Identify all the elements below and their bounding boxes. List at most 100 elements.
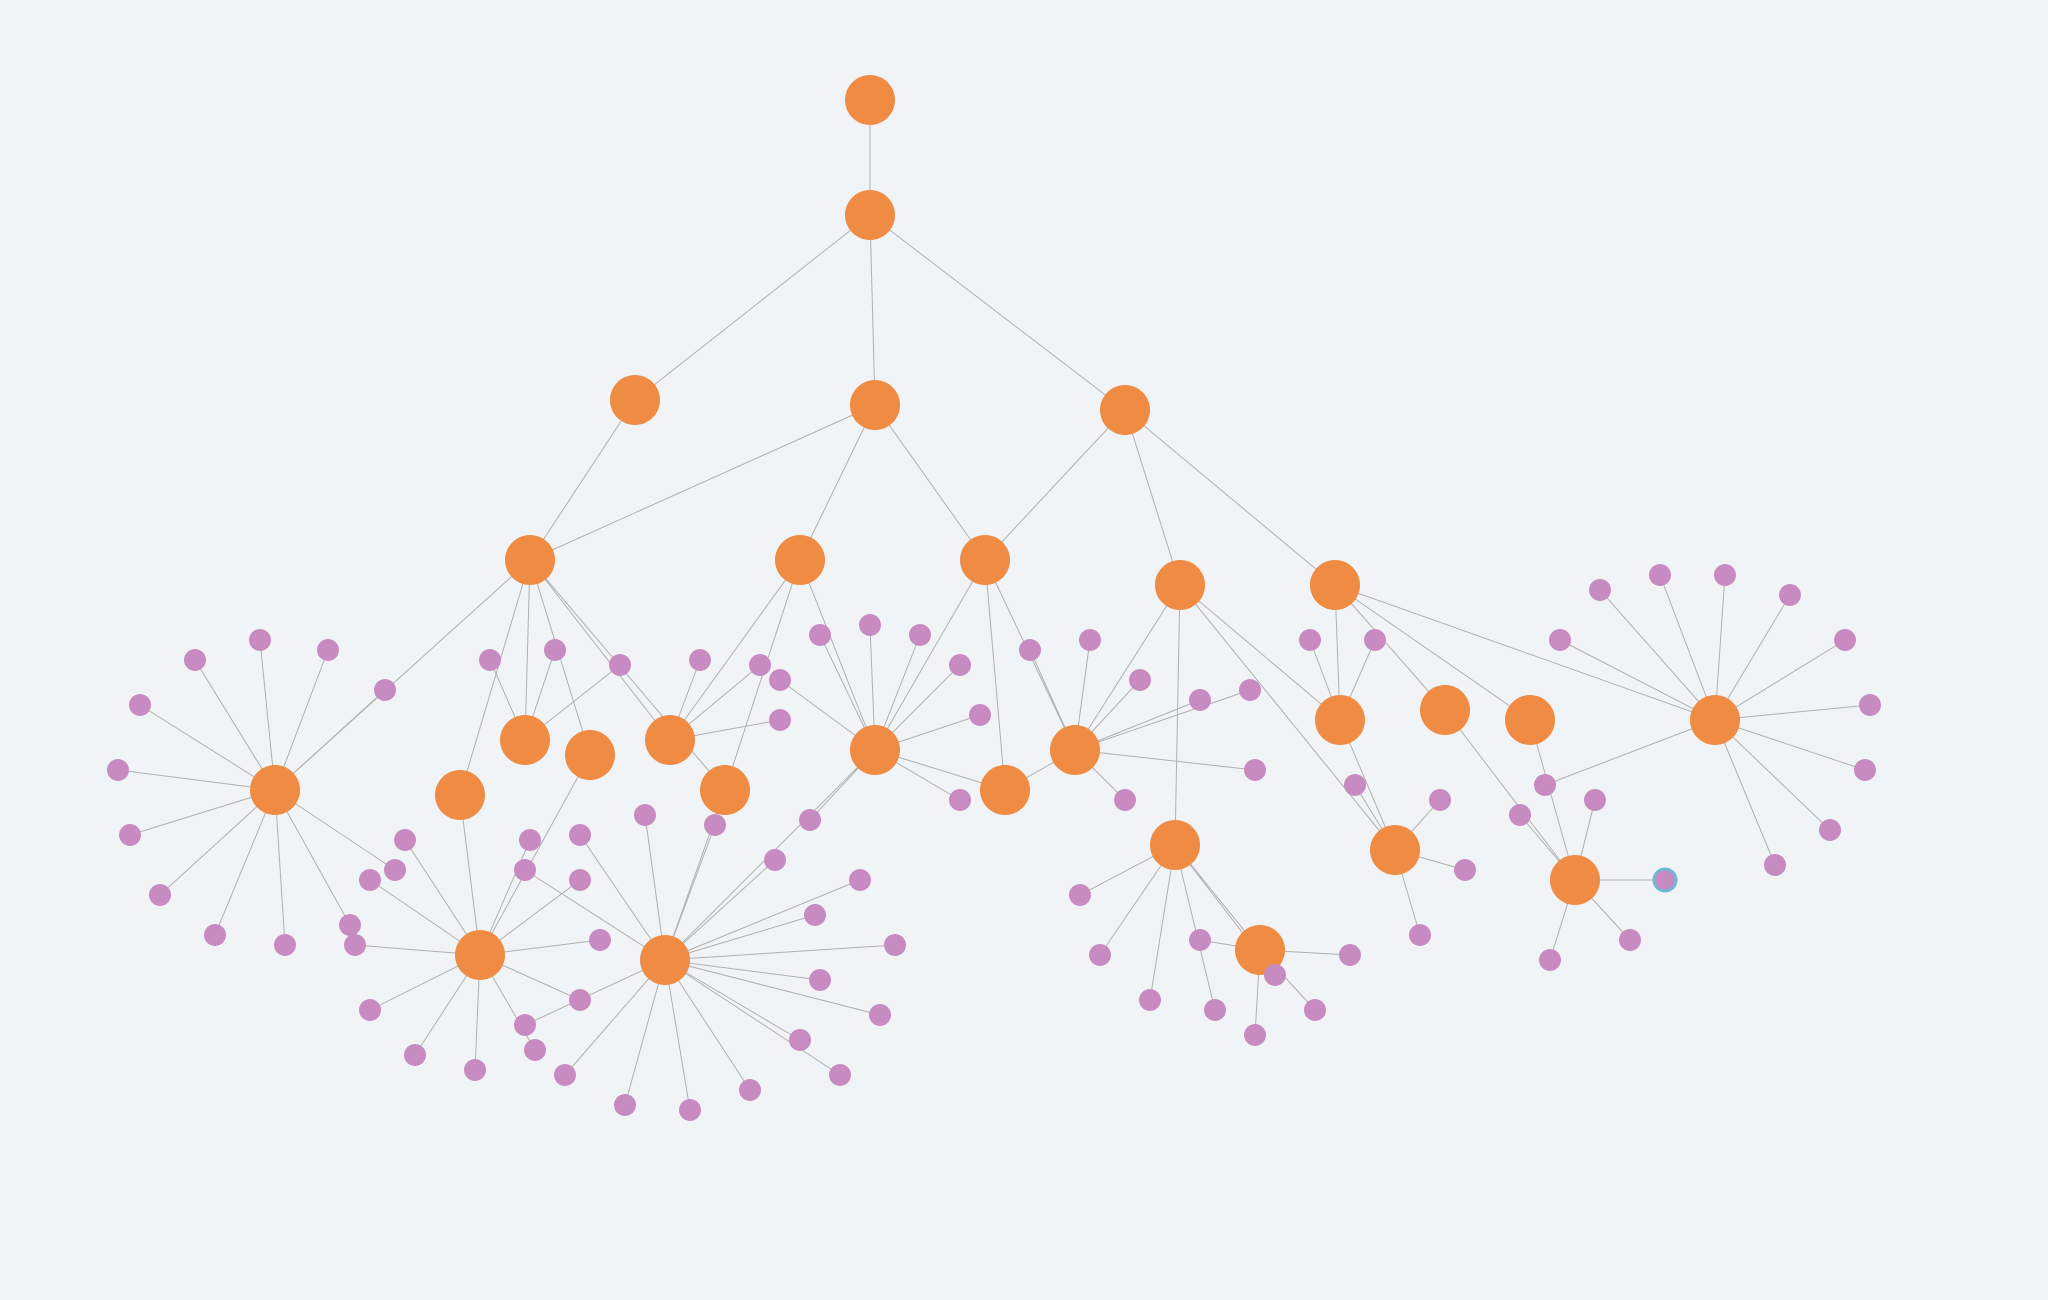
leaf-node[interactable]	[969, 704, 991, 726]
hub-node[interactable]	[455, 930, 505, 980]
leaf-node[interactable]	[1114, 789, 1136, 811]
leaf-node[interactable]	[514, 859, 536, 881]
leaf-node[interactable]	[909, 624, 931, 646]
hub-node[interactable]	[610, 375, 660, 425]
leaf-node[interactable]	[1584, 789, 1606, 811]
hub-node[interactable]	[1310, 560, 1360, 610]
leaf-node[interactable]	[339, 914, 361, 936]
leaf-node[interactable]	[1244, 759, 1266, 781]
leaf-node[interactable]	[739, 1079, 761, 1101]
hub-node[interactable]	[850, 380, 900, 430]
leaf-node[interactable]	[749, 654, 771, 676]
leaf-node[interactable]	[1509, 804, 1531, 826]
hub-node[interactable]	[775, 535, 825, 585]
leaf-node[interactable]	[1619, 929, 1641, 951]
leaf-node[interactable]	[344, 934, 366, 956]
leaf-node[interactable]	[544, 639, 566, 661]
leaf-node[interactable]	[1239, 679, 1261, 701]
leaf-node[interactable]	[1089, 944, 1111, 966]
leaf-node[interactable]	[1649, 564, 1671, 586]
leaf-node[interactable]	[614, 1094, 636, 1116]
leaf-node[interactable]	[704, 814, 726, 836]
leaf-node[interactable]	[359, 869, 381, 891]
leaf-node[interactable]	[569, 989, 591, 1011]
leaf-node[interactable]	[764, 849, 786, 871]
leaf-node[interactable]	[514, 1014, 536, 1036]
leaf-node[interactable]	[884, 934, 906, 956]
leaf-node[interactable]	[809, 624, 831, 646]
leaf-node[interactable]	[769, 709, 791, 731]
leaf-node[interactable]	[1779, 584, 1801, 606]
leaf-node[interactable]	[1069, 884, 1091, 906]
hub-node[interactable]	[1505, 695, 1555, 745]
leaf-node[interactable]	[1819, 819, 1841, 841]
leaf-node[interactable]	[1534, 774, 1556, 796]
leaf-node[interactable]	[119, 824, 141, 846]
leaf-node[interactable]	[1019, 639, 1041, 661]
leaf-node[interactable]	[634, 804, 656, 826]
hub-node[interactable]	[845, 75, 895, 125]
leaf-node[interactable]	[374, 679, 396, 701]
leaf-node[interactable]	[859, 614, 881, 636]
leaf-node[interactable]	[1764, 854, 1786, 876]
leaf-node[interactable]	[589, 929, 611, 951]
hub-node[interactable]	[980, 765, 1030, 815]
leaf-node[interactable]	[129, 694, 151, 716]
hub-node[interactable]	[1100, 385, 1150, 435]
leaf-node[interactable]	[569, 824, 591, 846]
leaf-node[interactable]	[1454, 859, 1476, 881]
leaf-node[interactable]	[404, 1044, 426, 1066]
leaf-node[interactable]	[1859, 694, 1881, 716]
leaf-node[interactable]	[1409, 924, 1431, 946]
leaf-node[interactable]	[384, 859, 406, 881]
leaf-node[interactable]	[1189, 689, 1211, 711]
leaf-node[interactable]	[949, 789, 971, 811]
hub-node[interactable]	[640, 935, 690, 985]
hub-node[interactable]	[960, 535, 1010, 585]
leaf-node[interactable]	[1139, 989, 1161, 1011]
leaf-node[interactable]	[949, 654, 971, 676]
leaf-node[interactable]	[1204, 999, 1226, 1021]
leaf-node[interactable]	[679, 1099, 701, 1121]
leaf-node[interactable]	[149, 884, 171, 906]
leaf-node[interactable]	[609, 654, 631, 676]
leaf-node[interactable]	[849, 869, 871, 891]
leaf-node[interactable]	[317, 639, 339, 661]
leaf-node[interactable]	[869, 1004, 891, 1026]
leaf-node[interactable]	[359, 999, 381, 1021]
leaf-node[interactable]	[1344, 774, 1366, 796]
leaf-node[interactable]	[1854, 759, 1876, 781]
hub-node[interactable]	[1550, 855, 1600, 905]
hub-node[interactable]	[1690, 695, 1740, 745]
leaf-node[interactable]	[107, 759, 129, 781]
hub-node[interactable]	[1155, 560, 1205, 610]
leaf-node[interactable]	[799, 809, 821, 831]
leaf-node[interactable]	[1339, 944, 1361, 966]
leaf-node[interactable]	[1364, 629, 1386, 651]
leaf-node[interactable]	[274, 934, 296, 956]
hub-node[interactable]	[1150, 820, 1200, 870]
leaf-node[interactable]	[1304, 999, 1326, 1021]
hub-node[interactable]	[845, 190, 895, 240]
leaf-node[interactable]	[249, 629, 271, 651]
hub-node[interactable]	[250, 765, 300, 815]
leaf-node[interactable]	[1714, 564, 1736, 586]
hub-node[interactable]	[700, 765, 750, 815]
leaf-node[interactable]	[1654, 869, 1676, 891]
leaf-node[interactable]	[1299, 629, 1321, 651]
leaf-node[interactable]	[1129, 669, 1151, 691]
hub-node[interactable]	[565, 730, 615, 780]
hub-node[interactable]	[850, 725, 900, 775]
leaf-node[interactable]	[569, 869, 591, 891]
leaf-node[interactable]	[184, 649, 206, 671]
hub-node[interactable]	[645, 715, 695, 765]
leaf-node[interactable]	[1079, 629, 1101, 651]
hub-node[interactable]	[1315, 695, 1365, 745]
hub-node[interactable]	[1050, 725, 1100, 775]
leaf-node[interactable]	[464, 1059, 486, 1081]
leaf-node[interactable]	[524, 1039, 546, 1061]
hub-node[interactable]	[500, 715, 550, 765]
leaf-node[interactable]	[809, 969, 831, 991]
leaf-node[interactable]	[1189, 929, 1211, 951]
leaf-node[interactable]	[204, 924, 226, 946]
